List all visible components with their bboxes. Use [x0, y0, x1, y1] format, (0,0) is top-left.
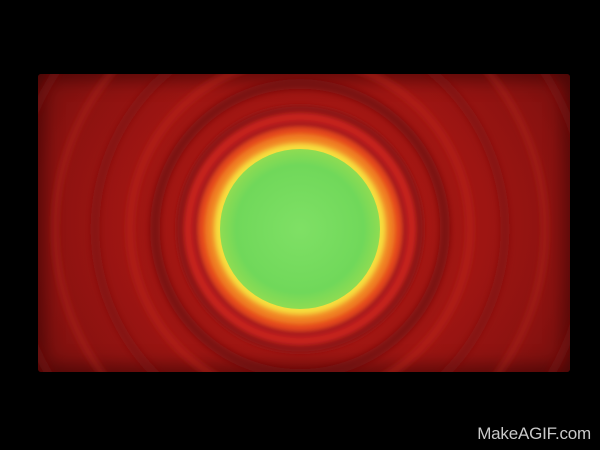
outer-ripples — [38, 74, 570, 372]
concentric-rings-graphic — [38, 74, 570, 372]
animation-screen — [38, 74, 570, 372]
makeagif-watermark: MakeAGIF.com — [477, 424, 591, 443]
center-green-disc — [220, 149, 380, 309]
